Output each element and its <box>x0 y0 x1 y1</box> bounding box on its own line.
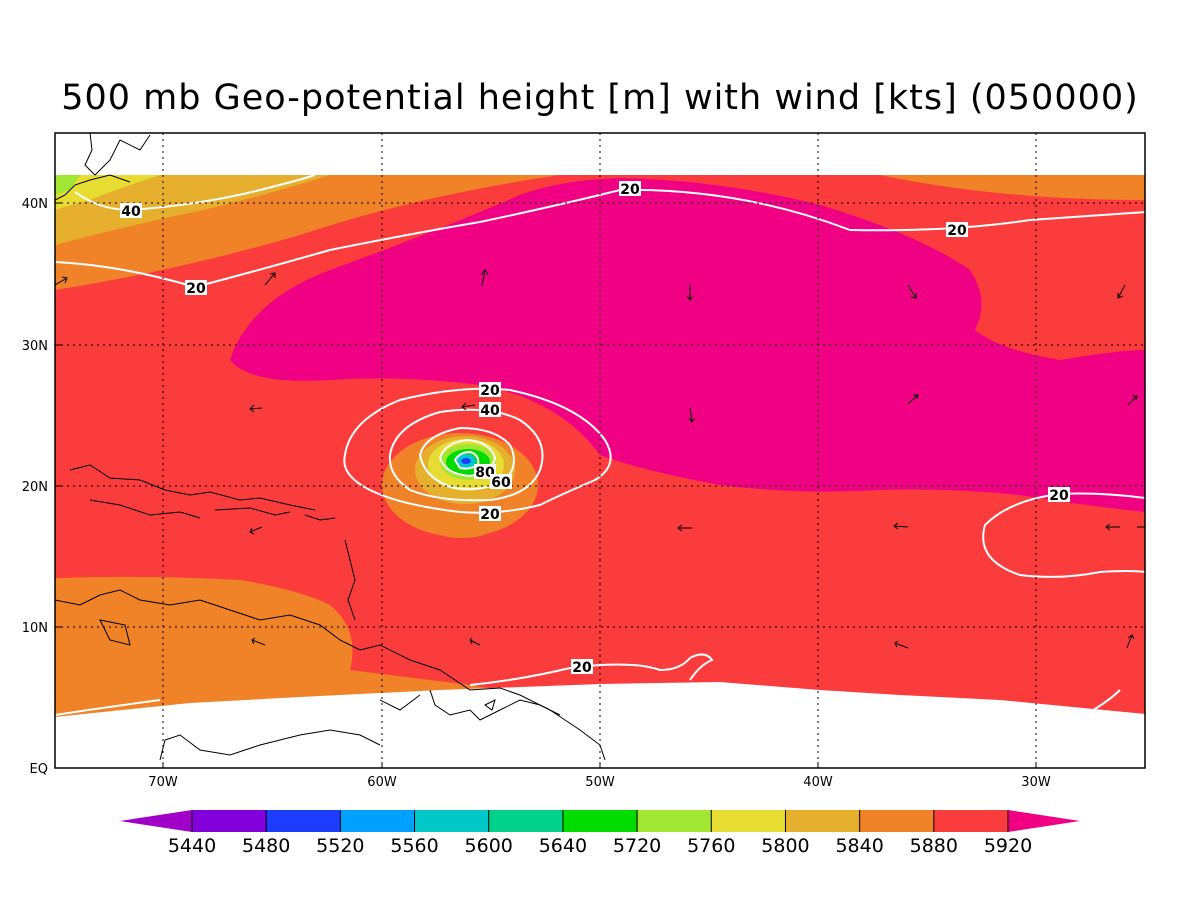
colorbar-label: 5520 <box>316 835 364 857</box>
lon-tick-label: 40W <box>803 775 833 790</box>
colorbar-swatch <box>340 810 416 832</box>
isotach-20-north <box>55 188 1145 289</box>
fill-5800-nw <box>55 175 330 245</box>
isotachs <box>55 174 1145 716</box>
isotach-40-nw <box>74 174 316 212</box>
isotach-20-east <box>982 492 1145 578</box>
contour-label: 20 <box>1049 488 1069 504</box>
colorbar-label: 5560 <box>390 835 438 857</box>
isotach-80-cyclone <box>438 438 497 478</box>
colorbar-swatch <box>192 810 267 832</box>
lon-tick-label: 70W <box>148 775 178 790</box>
colorbar-label: 5480 <box>242 835 290 857</box>
contour-label: 40 <box>121 204 141 220</box>
wind-vectors <box>55 269 1145 649</box>
coastlines <box>55 133 606 761</box>
lon-tick-label: 50W <box>585 775 615 790</box>
fill-5840-ne <box>880 175 1145 200</box>
colorbar-swatch <box>1008 810 1080 832</box>
fill-5840-sw <box>55 576 500 720</box>
lat-axis: EQ 10N 20N 30N 40N <box>22 197 48 777</box>
lon-tick-label: 30W <box>1021 775 1051 790</box>
contour-label: 20 <box>480 507 500 523</box>
colorbar-swatch <box>414 810 490 832</box>
colorbar-label: 5720 <box>613 835 661 857</box>
height-field <box>55 133 1145 768</box>
colorbar: 5440 5480 5520 5560 5600 5640 5720 5760 5800 5840… <box>120 810 1080 857</box>
contour-label: 20 <box>620 182 640 198</box>
isotach-60-cyclone <box>418 426 515 490</box>
colorbar-swatch <box>488 810 564 832</box>
colorbar-swatch <box>711 810 786 832</box>
contour-label: 20 <box>186 281 206 297</box>
isotach-40-cyclone <box>388 408 544 502</box>
colorbar-label: 5840 <box>835 835 883 857</box>
lat-tick-label: 30N <box>22 339 48 354</box>
lon-axis: 70W 60W 50W 40W 30W <box>148 775 1051 790</box>
colorbar-label: 5640 <box>539 835 587 857</box>
colorbar-label: 5800 <box>761 835 809 857</box>
colorbar-swatch <box>637 810 712 832</box>
colorbar-swatch <box>266 810 341 832</box>
colorbar-swatch <box>562 810 638 832</box>
lat-lon-grid <box>55 133 1145 768</box>
fill-5720-nw <box>55 175 80 195</box>
contour-labels: 40 20 20 20 20 40 80 60 20 20 20 <box>120 181 1070 676</box>
contour-label: 40 <box>480 403 500 419</box>
lat-tick-label: 20N <box>22 480 48 495</box>
isotach-20-cyclone <box>343 387 612 514</box>
fill-5920 <box>230 178 1145 512</box>
colorbar-label: 5760 <box>687 835 735 857</box>
colorbar-swatch <box>933 810 1009 832</box>
contour-label: 20 <box>572 660 592 676</box>
colorbar-label: 5920 <box>984 835 1032 857</box>
fill-5840-nw <box>55 175 880 290</box>
colorbar-label: 5880 <box>910 835 958 857</box>
lat-tick-label: 40N <box>22 197 48 212</box>
colorbar-swatch <box>785 810 861 832</box>
lon-tick-label: 60W <box>367 775 397 790</box>
map-title: 500 mb Geo-potential height [m] with win… <box>61 78 1139 118</box>
fill-5760-nw <box>55 175 160 210</box>
contour-label: 60 <box>491 475 511 491</box>
colorbar-label: 5600 <box>465 835 513 857</box>
contour-label: 20 <box>947 223 967 239</box>
colorbar-swatch <box>859 810 935 832</box>
contour-label: 20 <box>480 383 500 399</box>
colorbar-swatch <box>120 810 192 832</box>
lat-tick-label: 10N <box>22 621 48 636</box>
isotach-20-south <box>469 653 714 686</box>
lat-tick-label: EQ <box>30 762 48 777</box>
missing-south <box>55 682 1145 768</box>
colorbar-label: 5440 <box>168 835 216 857</box>
